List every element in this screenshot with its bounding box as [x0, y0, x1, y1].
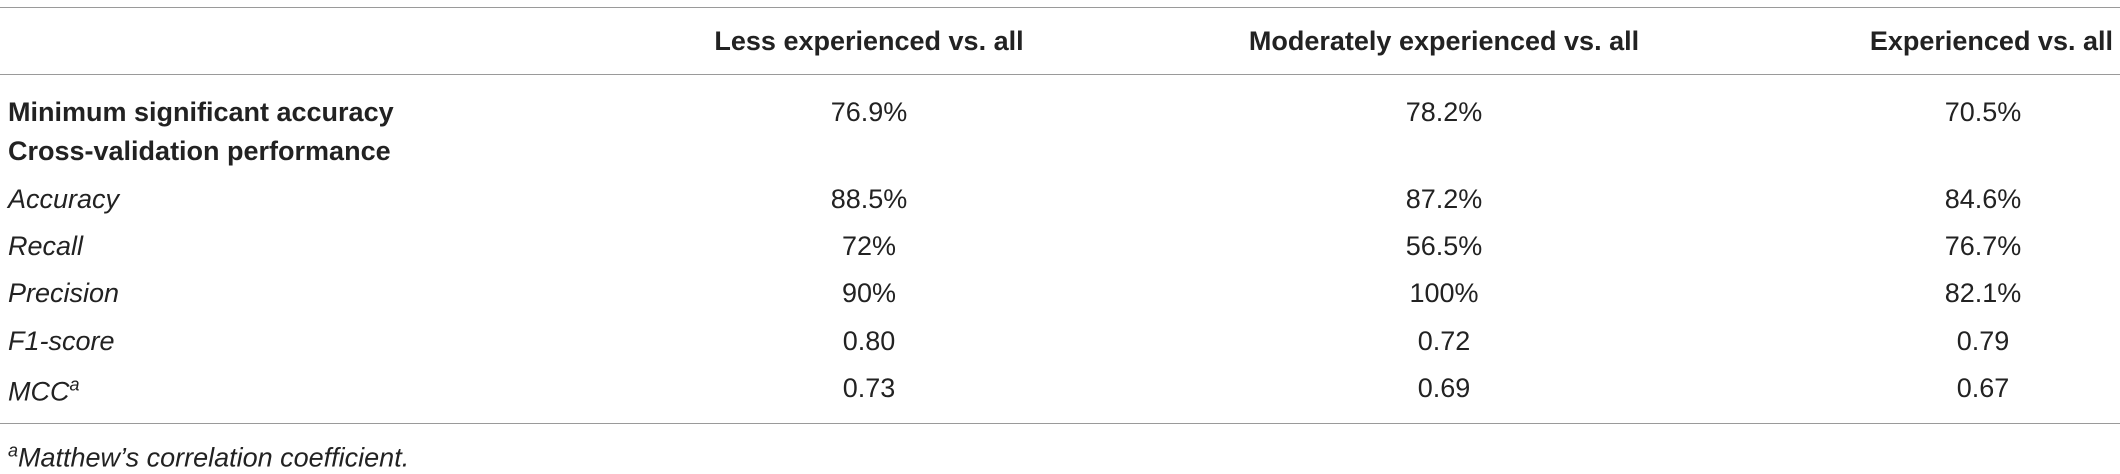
- cell: 0.80: [842, 326, 896, 356]
- row-label-sup: a: [69, 374, 80, 395]
- row-label-text: Precision: [8, 278, 120, 308]
- cell: 87.2%: [1405, 184, 1483, 214]
- cell: 72%: [841, 231, 897, 261]
- cell: 56.5%: [1405, 231, 1483, 261]
- cell: 82.1%: [1944, 278, 2022, 308]
- cell: 78.2%: [1405, 97, 1483, 127]
- row-label: F1-score: [8, 325, 115, 357]
- cell: 76.7%: [1944, 231, 2022, 261]
- row-label: Cross-validation performance: [8, 135, 391, 167]
- row-label: Minimum significant accuracy: [8, 96, 394, 128]
- row-label-text: F1-score: [8, 326, 115, 356]
- row-label-text: MCC: [8, 376, 70, 407]
- row-label: MCCa: [8, 369, 80, 408]
- cell: 84.6%: [1944, 184, 2022, 214]
- column-header: Moderately experienced vs. all: [1248, 26, 1640, 56]
- cell: 0.67: [1956, 373, 2010, 403]
- row-label-text: Minimum significant accuracy: [8, 97, 394, 127]
- cell: 100%: [1409, 278, 1479, 308]
- cell: 90%: [841, 278, 897, 308]
- header-rule: [0, 74, 2120, 75]
- footnote: aMatthew’s correlation coefficient.: [8, 435, 409, 474]
- cell: 0.69: [1417, 373, 1471, 403]
- cell: 0.72: [1417, 326, 1471, 356]
- top-rule: [0, 7, 2120, 8]
- cell: 76.9%: [830, 97, 908, 127]
- row-label: Precision: [8, 277, 119, 309]
- column-header: Experienced vs. all: [1869, 26, 2113, 56]
- row-label: Recall: [8, 230, 83, 262]
- column-header: Less experienced vs. all: [714, 26, 1024, 56]
- footnote-text: Matthew’s correlation coefficient.: [18, 442, 410, 473]
- cell: 0.79: [1956, 326, 2010, 356]
- cell: 0.73: [842, 373, 896, 403]
- row-label-text: Cross-validation performance: [8, 136, 391, 166]
- row-label: Accuracy: [8, 183, 119, 215]
- row-label-text: Accuracy: [8, 184, 120, 214]
- row-label-text: Recall: [8, 231, 84, 261]
- cell: 70.5%: [1944, 97, 2022, 127]
- cell: 88.5%: [830, 184, 908, 214]
- footnote-marker: a: [8, 440, 19, 461]
- bottom-rule: [0, 423, 2120, 424]
